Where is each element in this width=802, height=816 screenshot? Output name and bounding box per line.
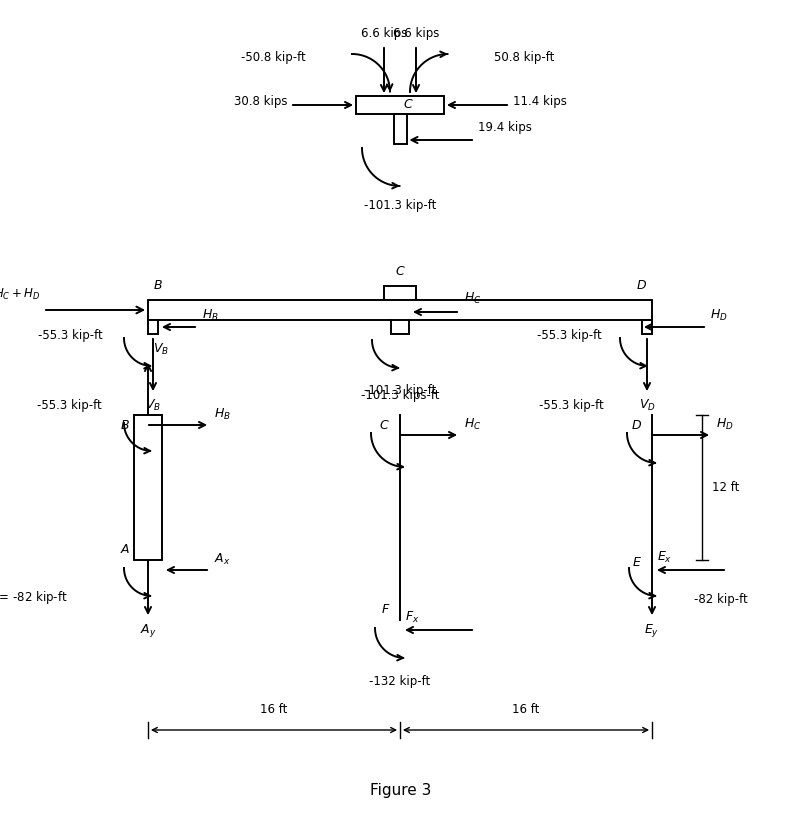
Text: -132 kip-ft: -132 kip-ft: [370, 675, 431, 688]
Text: -101.3 kip-ft: -101.3 kip-ft: [364, 384, 436, 397]
Text: $E$: $E$: [632, 556, 642, 569]
Text: Figure 3: Figure 3: [371, 783, 431, 797]
Text: $C$: $C$: [395, 265, 405, 278]
Text: -55.3 kip-ft: -55.3 kip-ft: [38, 330, 103, 343]
Text: $H_D$: $H_D$: [716, 417, 734, 432]
Text: $F_x$: $F_x$: [405, 610, 419, 625]
Text: -101.3 kip-ft: -101.3 kip-ft: [364, 199, 436, 212]
Bar: [134, 415, 162, 560]
Text: -55.3 kip-ft: -55.3 kip-ft: [539, 398, 604, 411]
Text: $C$: $C$: [379, 419, 390, 432]
Text: $H_C$: $H_C$: [464, 290, 481, 306]
Text: $H_B$: $H_B$: [202, 308, 219, 323]
Text: -50.8 kip-ft: -50.8 kip-ft: [241, 51, 306, 64]
Text: $D$: $D$: [636, 279, 647, 292]
Text: -82 kip-ft: -82 kip-ft: [694, 593, 747, 606]
Bar: [394, 114, 407, 144]
Bar: [148, 300, 652, 320]
Text: 6.6 kips: 6.6 kips: [393, 27, 439, 40]
Text: $E_x$: $E_x$: [657, 550, 672, 565]
Text: $B$: $B$: [153, 279, 163, 292]
Text: $A_y$: $A_y$: [140, 622, 156, 639]
Text: 16 ft: 16 ft: [512, 703, 540, 716]
Text: $V_D$: $V_D$: [638, 398, 655, 413]
Text: $V_B$: $V_B$: [145, 398, 161, 413]
Text: 6.6 kips: 6.6 kips: [361, 27, 407, 40]
Text: -101.3 kips-ft: -101.3 kips-ft: [361, 389, 439, 402]
Text: $E_y$: $E_y$: [645, 622, 659, 639]
Text: 12 ft: 12 ft: [712, 481, 739, 494]
Text: 11.4 kips: 11.4 kips: [513, 95, 567, 108]
Text: $H_D$: $H_D$: [710, 308, 727, 323]
Text: $B$: $B$: [120, 419, 130, 432]
Text: $H_B$: $H_B$: [214, 407, 231, 422]
Text: 19.4 kips: 19.4 kips: [478, 121, 532, 134]
Text: $A_x$: $A_x$: [214, 552, 230, 567]
Text: -55.3 kip-ft: -55.3 kip-ft: [537, 330, 602, 343]
Text: $A$: $A$: [119, 543, 130, 556]
Text: $F$: $F$: [381, 603, 390, 616]
Text: 16 ft: 16 ft: [261, 703, 288, 716]
Text: 50.8 kip-ft: 50.8 kip-ft: [494, 51, 554, 64]
Bar: [356, 96, 444, 114]
Text: $C$: $C$: [403, 99, 413, 112]
Text: $D$: $D$: [631, 419, 642, 432]
Text: $V_B$: $V_B$: [153, 342, 169, 357]
Text: $M_A$ = -82 kip-ft: $M_A$ = -82 kip-ft: [0, 589, 68, 606]
Text: 30.8 kips: 30.8 kips: [233, 95, 287, 108]
Text: $S = H_B+H_C+H_D$: $S = H_B+H_C+H_D$: [0, 287, 40, 302]
Text: -55.3 kip-ft: -55.3 kip-ft: [37, 398, 102, 411]
Text: $H_C$: $H_C$: [464, 417, 481, 432]
